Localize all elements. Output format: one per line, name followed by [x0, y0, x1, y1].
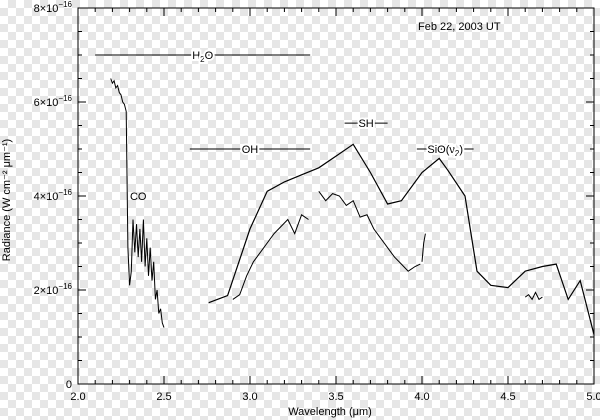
band-label: CO: [130, 191, 147, 203]
band-label-base: H: [192, 50, 200, 62]
y-tick-exponent: −16: [58, 94, 72, 103]
x-axis-title: Wavelength (μm): [288, 406, 372, 418]
x-tick-label: 4.5: [500, 391, 515, 403]
y-tick-exponent: −16: [58, 0, 72, 9]
band-label-after: O: [205, 50, 214, 62]
date-label: Feb 22, 2003 UT: [418, 21, 501, 33]
band-label: SiO(ν2): [427, 144, 463, 158]
y-tick-mantissa: 0: [66, 379, 72, 391]
band-label-subscript: 2: [455, 149, 460, 158]
model-spectrum-line: [208, 143, 595, 335]
observed-spectrum-segment: [110, 78, 165, 328]
y-tick-label: 6×10−16: [34, 94, 73, 109]
band-label-text: OH: [242, 144, 259, 156]
band-label-subscript: 2: [200, 55, 205, 64]
series-layer: [110, 78, 595, 335]
band-label-base: SiO(ν: [427, 144, 455, 156]
y-tick-exponent: −16: [58, 282, 72, 291]
y-tick-mantissa: 8×10: [34, 3, 59, 15]
observed-spectrum-segment: [524, 291, 543, 301]
band-label: SH: [358, 118, 373, 130]
x-tick-label: 4.0: [414, 391, 429, 403]
x-tick-label: 3.0: [242, 391, 257, 403]
x-tick-label: 2.5: [156, 391, 171, 403]
y-tick-mantissa: 2×10: [34, 285, 59, 297]
y-tick-mantissa: 4×10: [34, 191, 59, 203]
band-label-text: SH: [358, 118, 373, 130]
y-tick-label: 0: [66, 379, 72, 391]
band-label-after: ): [459, 144, 463, 156]
band-label: OH: [242, 144, 259, 156]
observed-spectrum-segment: [318, 191, 421, 272]
y-tick-label: 2×10−16: [34, 282, 73, 297]
band-label: H2O: [192, 50, 213, 64]
x-tick-label: 2.0: [70, 391, 85, 403]
x-tick-label: 3.5: [328, 391, 343, 403]
y-tick-label: 4×10−16: [34, 188, 73, 203]
plot-frame: [77, 7, 595, 385]
y-tick-mantissa: 6×10: [34, 97, 59, 109]
observed-spectrum-segment: [232, 214, 309, 300]
y-axis-title: Radiance (W cm⁻² μm⁻¹): [1, 139, 13, 261]
x-tick-label: 5.0: [586, 391, 600, 403]
axis-ticks: 2.0 2.5 3.0 3.5 4.0 4.5 5.002×10−164×10−166×10…: [34, 0, 600, 403]
observed-spectrum-segment: [421, 233, 426, 262]
y-tick-exponent: −16: [58, 188, 72, 197]
y-tick-label: 8×10−16: [34, 0, 73, 15]
